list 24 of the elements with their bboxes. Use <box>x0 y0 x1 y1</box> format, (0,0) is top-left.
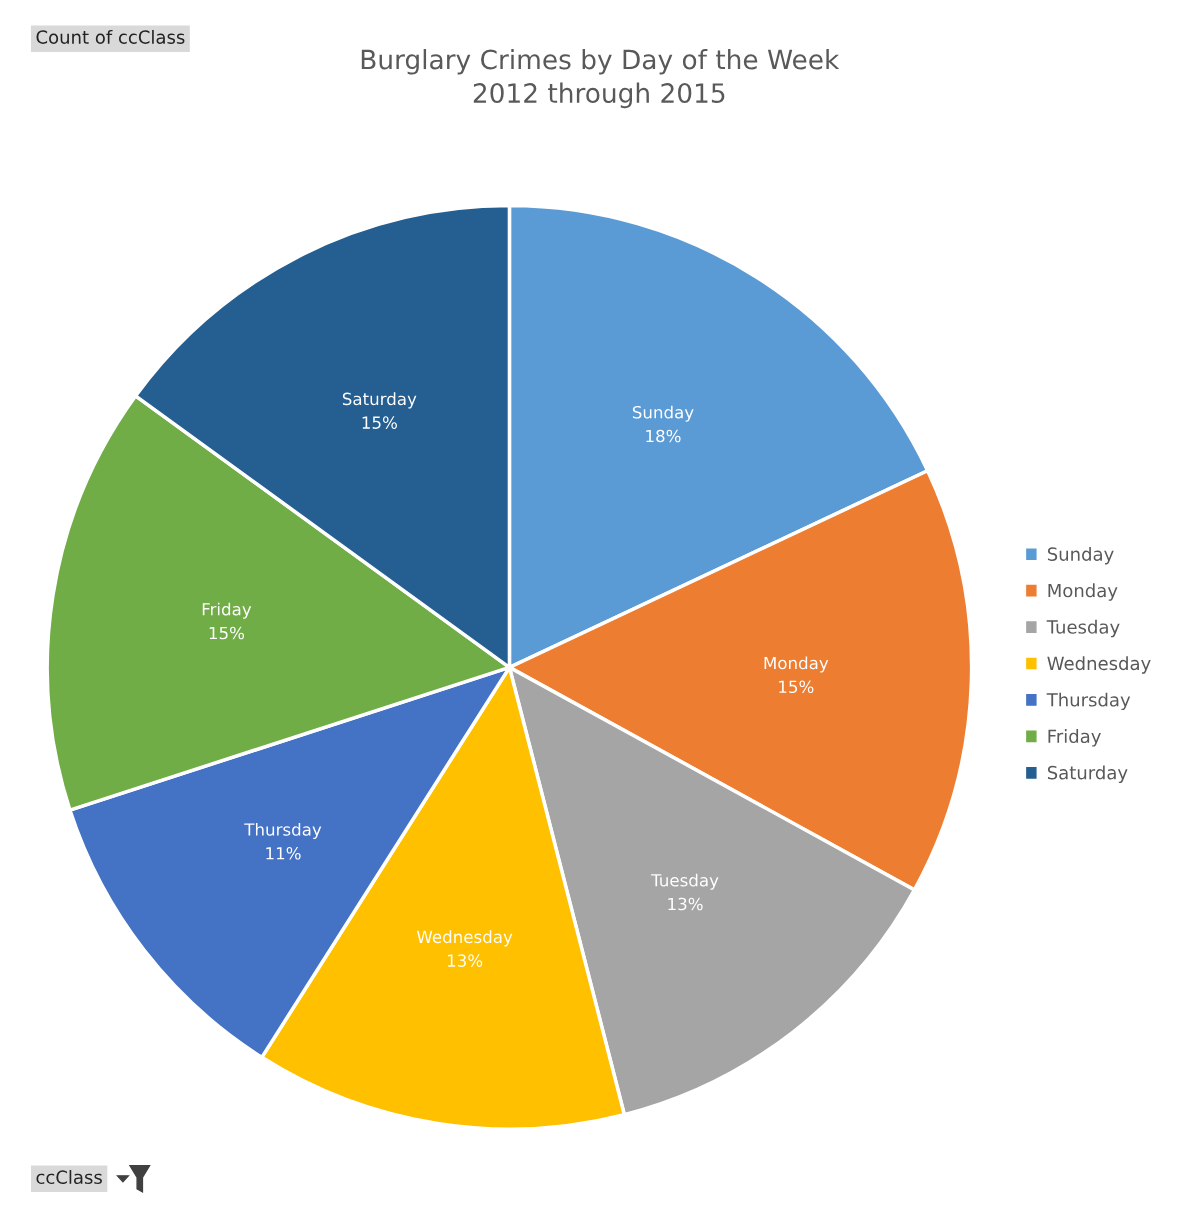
data-label: 15% <box>362 416 397 429</box>
legend-label: Tuesday <box>1046 619 1120 638</box>
slice-label: Friday <box>202 602 252 619</box>
data-label: 18% <box>646 429 681 443</box>
data-label: 15% <box>779 680 814 694</box>
slice-label: Monday <box>764 656 829 673</box>
text: Count of ccClass <box>36 29 185 44</box>
data-label: 13% <box>668 897 703 911</box>
slice-label: Wednesday <box>416 930 513 947</box>
data-label: 11% <box>266 846 301 860</box>
legend-label: Wednesday <box>1047 656 1151 674</box>
slice-label: Saturday <box>342 392 417 409</box>
legend-label: Saturday <box>1047 765 1128 783</box>
legend-label: Sunday <box>1047 546 1114 565</box>
data-label: 13% <box>447 954 483 967</box>
legend-label: Friday <box>1048 729 1101 747</box>
text: ccClass <box>36 1170 102 1185</box>
data-label: 15% <box>209 626 245 640</box>
legend-label: Monday <box>1048 583 1118 601</box>
slice-label: Tuesday <box>651 873 719 890</box>
chart-title: Burglary Crimes by Day of the Week 2012 through 2015 <box>361 49 840 109</box>
slice-label: Sunday <box>632 405 694 422</box>
slice-label: Thursday <box>244 822 322 840</box>
legend-label: Thursday <box>1046 692 1131 711</box>
